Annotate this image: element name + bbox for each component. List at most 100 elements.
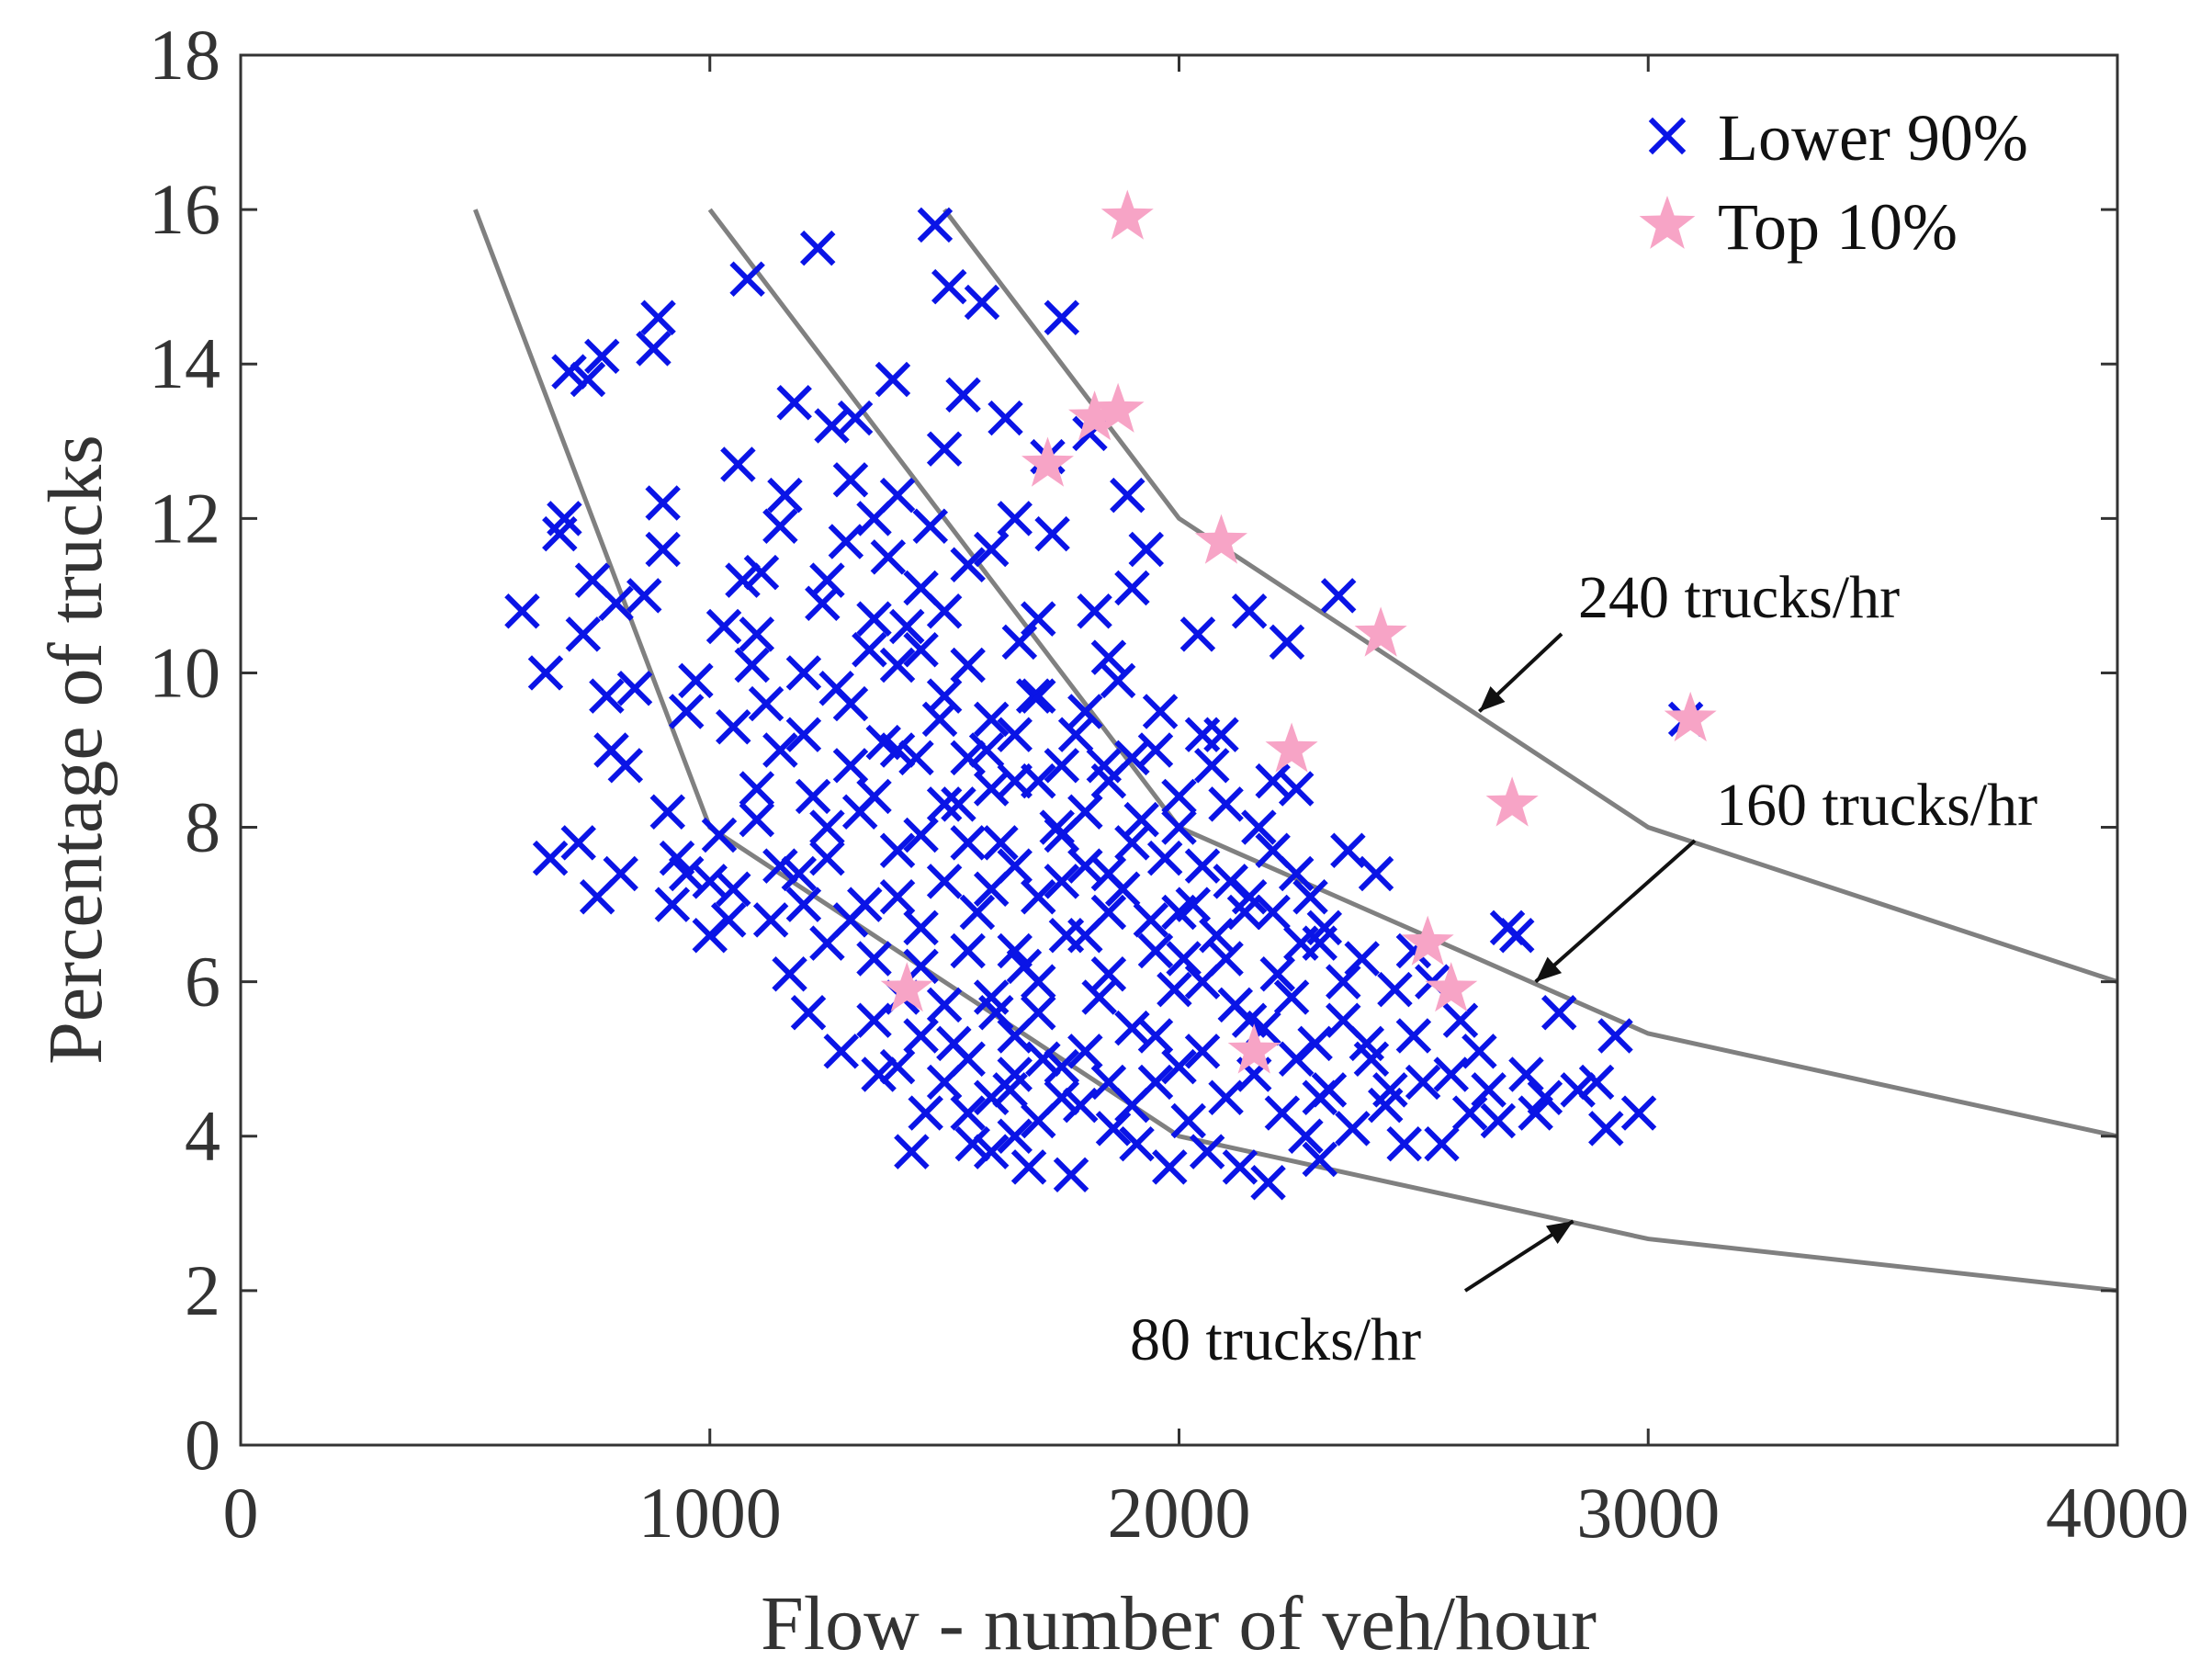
data-point-x bbox=[1231, 1002, 1268, 1038]
data-point-x bbox=[870, 539, 907, 575]
data-point-x bbox=[1451, 1095, 1488, 1131]
data-point-x bbox=[1100, 662, 1136, 699]
data-point-x bbox=[1015, 678, 1052, 714]
data-point-x bbox=[584, 338, 620, 375]
data-point-x bbox=[1288, 1118, 1324, 1155]
legend-label: Top 10% bbox=[1718, 190, 1958, 264]
data-point-x bbox=[1119, 1125, 1155, 1162]
data-point-x bbox=[1090, 639, 1127, 675]
data-point-x bbox=[889, 608, 925, 645]
data-point-x bbox=[1405, 1064, 1441, 1101]
data-point-x bbox=[861, 1056, 897, 1092]
data-point-x bbox=[931, 268, 967, 305]
data-point-x bbox=[1114, 570, 1150, 606]
data-point-x bbox=[903, 1018, 939, 1054]
data-point-star bbox=[1354, 606, 1407, 657]
y-axis-title: Percentage of trucks bbox=[33, 435, 118, 1065]
data-point-x bbox=[1010, 1149, 1047, 1185]
data-point-x bbox=[1021, 964, 1056, 1000]
y-tick-label: 18 bbox=[149, 15, 220, 95]
data-point-x bbox=[1123, 801, 1159, 838]
data-point-x bbox=[954, 1125, 991, 1162]
data-point-x bbox=[1231, 593, 1268, 629]
reference-curve bbox=[707, 208, 2118, 1139]
data-point-x bbox=[1161, 809, 1197, 845]
data-point-x bbox=[1137, 732, 1174, 768]
data-point-x bbox=[1044, 864, 1080, 899]
data-point-star bbox=[1194, 514, 1247, 564]
data-point-x bbox=[762, 848, 798, 884]
data-point-x bbox=[739, 801, 775, 838]
data-point-x bbox=[973, 701, 1010, 738]
data-point-x bbox=[1344, 941, 1380, 977]
data-point-x bbox=[1137, 932, 1174, 969]
arrow-head bbox=[1545, 1221, 1574, 1245]
data-point-x bbox=[1021, 763, 1056, 799]
data-point-x bbox=[781, 855, 818, 892]
data-point-x bbox=[1161, 1048, 1197, 1085]
data-point-x bbox=[1208, 941, 1244, 977]
data-point-x bbox=[1021, 678, 1056, 714]
data-point-x bbox=[1062, 1087, 1099, 1124]
axis-ticks: 0 1000 2000 3000 4000 0 2 4 6 8 10 12 14 16 18 bbox=[149, 15, 2189, 1553]
data-point-x bbox=[1128, 531, 1164, 568]
data-point-x bbox=[1184, 717, 1221, 752]
x-tick-label: 0 bbox=[223, 1473, 259, 1553]
curve-annotations: 240 trucks/hr 160 trucks/hr 80 trucks/hr bbox=[1130, 564, 2037, 1373]
legend-label: Lower 90% bbox=[1718, 101, 2028, 175]
data-point-x bbox=[1142, 694, 1179, 729]
data-point-x bbox=[626, 578, 662, 614]
reference-curve bbox=[942, 208, 2118, 985]
data-point-x bbox=[1255, 763, 1291, 799]
data-point-x bbox=[1480, 1102, 1517, 1139]
data-point-x bbox=[1090, 855, 1127, 892]
data-point-x bbox=[1044, 1079, 1080, 1115]
data-point-x bbox=[616, 671, 653, 706]
data-point-x bbox=[856, 601, 892, 637]
x-axis-title: Flow - number of veh/hour bbox=[761, 1581, 1597, 1666]
data-point-x bbox=[964, 284, 1000, 321]
data-point-x bbox=[1161, 894, 1197, 931]
data-point-x bbox=[1255, 894, 1291, 931]
data-point-x bbox=[598, 585, 634, 622]
data-point-star bbox=[1485, 776, 1539, 827]
data-point-x bbox=[832, 748, 869, 784]
data-point-x bbox=[879, 832, 916, 869]
data-point-x bbox=[1330, 832, 1366, 869]
data-point-x bbox=[1349, 1025, 1385, 1062]
data-point-x bbox=[903, 909, 939, 946]
arrow-head bbox=[1479, 686, 1506, 712]
data-point-x bbox=[879, 647, 916, 683]
data-point-x bbox=[1278, 1041, 1315, 1077]
data-point-x bbox=[1292, 878, 1328, 915]
data-point-x bbox=[659, 840, 695, 876]
data-point-x bbox=[1462, 1034, 1497, 1069]
data-point-x bbox=[1540, 995, 1577, 1031]
data-point-x bbox=[640, 299, 676, 336]
data-point-x bbox=[926, 786, 963, 822]
data-point-x bbox=[852, 631, 887, 668]
data-point-x bbox=[1560, 1072, 1596, 1108]
data-point-x bbox=[1231, 878, 1268, 915]
data-point-x bbox=[654, 887, 691, 922]
data-point-x bbox=[1527, 1079, 1563, 1115]
data-point-x bbox=[785, 717, 822, 752]
data-point-x bbox=[1110, 477, 1146, 514]
data-point-star bbox=[880, 962, 933, 1012]
data-point-x bbox=[739, 771, 775, 807]
data-point-x bbox=[762, 732, 798, 768]
data-point-x bbox=[1442, 1002, 1479, 1038]
y-tick-label: 2 bbox=[185, 1250, 220, 1330]
data-point-x bbox=[1199, 917, 1235, 954]
data-point-x bbox=[1386, 1125, 1422, 1162]
data-point-x bbox=[547, 501, 582, 537]
reference-curves bbox=[473, 208, 2118, 1294]
data-point-x bbox=[729, 261, 765, 298]
data-point-x bbox=[1044, 1048, 1080, 1085]
data-point-x bbox=[716, 871, 751, 908]
data-point-x bbox=[917, 207, 954, 243]
data-point-x bbox=[1044, 299, 1080, 336]
data-point-x bbox=[1067, 794, 1103, 830]
data-point-x bbox=[560, 825, 596, 861]
annotation-label: 80 trucks/hr bbox=[1130, 1306, 1421, 1373]
